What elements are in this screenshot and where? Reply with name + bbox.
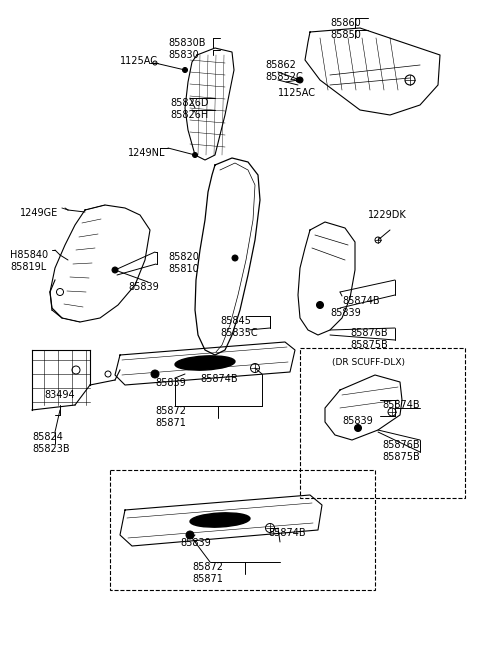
Text: 85826D: 85826D — [170, 98, 208, 108]
Text: 85871: 85871 — [192, 574, 223, 584]
Text: 85820: 85820 — [168, 252, 199, 262]
Text: 85810: 85810 — [168, 264, 199, 274]
Circle shape — [182, 68, 188, 73]
Text: 85845: 85845 — [220, 316, 251, 326]
Ellipse shape — [175, 356, 235, 370]
Bar — [300, 348, 465, 498]
Text: 85839: 85839 — [155, 378, 186, 388]
Text: 1229DK: 1229DK — [368, 210, 407, 220]
Text: 85872: 85872 — [155, 406, 186, 416]
Bar — [110, 470, 375, 590]
Text: 1125AC: 1125AC — [120, 56, 158, 66]
Text: 85875B: 85875B — [382, 452, 420, 462]
Text: (DR SCUFF-DLX): (DR SCUFF-DLX) — [332, 358, 405, 367]
Text: 85830B: 85830B — [168, 38, 205, 48]
Text: 85830: 85830 — [168, 50, 199, 60]
Circle shape — [355, 424, 361, 432]
Text: 85823B: 85823B — [32, 444, 70, 454]
Circle shape — [192, 152, 197, 157]
Circle shape — [151, 370, 159, 378]
Text: 85839: 85839 — [342, 416, 373, 426]
Circle shape — [232, 255, 238, 261]
Text: 85839: 85839 — [128, 282, 159, 292]
Circle shape — [296, 78, 300, 82]
Text: 85872: 85872 — [192, 562, 223, 572]
Text: 85835C: 85835C — [220, 328, 258, 338]
Text: 1249NL: 1249NL — [128, 148, 166, 158]
Text: 85860: 85860 — [330, 18, 361, 28]
Text: 85824: 85824 — [32, 432, 63, 442]
Text: 83494: 83494 — [44, 390, 74, 400]
Text: H85840: H85840 — [10, 250, 48, 260]
Text: 85874B: 85874B — [268, 528, 306, 538]
Text: 85839: 85839 — [330, 308, 361, 318]
Text: 85876B: 85876B — [382, 440, 420, 450]
Text: 85826H: 85826H — [170, 110, 208, 120]
Circle shape — [112, 267, 118, 273]
Circle shape — [186, 531, 194, 539]
Text: 85852C: 85852C — [265, 72, 303, 82]
Text: 1249GE: 1249GE — [20, 208, 58, 218]
Ellipse shape — [190, 513, 250, 527]
Text: 85819L: 85819L — [10, 262, 46, 272]
Circle shape — [297, 77, 303, 83]
Text: 85874B: 85874B — [200, 374, 238, 384]
Text: 85850: 85850 — [330, 30, 361, 40]
Circle shape — [316, 302, 324, 308]
Text: 1125AC: 1125AC — [278, 88, 316, 98]
Text: 85862: 85862 — [265, 60, 296, 70]
Text: 85874B: 85874B — [382, 400, 420, 410]
Text: 85875B: 85875B — [350, 340, 388, 350]
Text: 85874B: 85874B — [342, 296, 380, 306]
Text: 85871: 85871 — [155, 418, 186, 428]
Text: 85876B: 85876B — [350, 328, 388, 338]
Text: 85839: 85839 — [180, 538, 211, 548]
